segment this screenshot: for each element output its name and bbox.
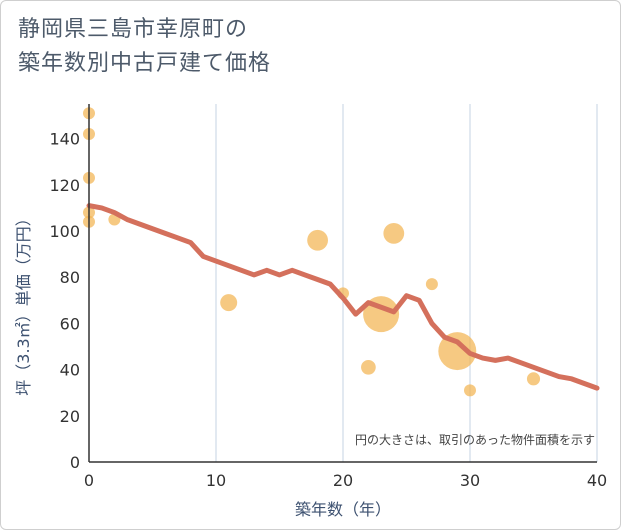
grid-lines [215,104,598,462]
y-tick-label-6: 120 [49,176,80,195]
y-tick-label-0: 0 [70,453,80,472]
y-tick-label-7: 140 [49,130,80,149]
y-tick-label-4: 80 [60,268,80,287]
chart-title-line-2: 築年数別中古戸建て価格 [18,51,272,76]
axes [88,104,597,463]
y-tick-label-1: 20 [60,407,80,426]
y-tick-label-3: 60 [60,314,80,333]
chart-title-line-1: 静岡県三島市幸原町の [18,17,249,42]
x-tick-label-4: 40 [587,471,607,490]
x-tick-label-1: 10 [206,471,226,490]
bubble-point-14 [464,384,476,397]
bubble-point-12 [425,278,438,291]
bubble-point-9 [361,359,376,375]
bubble-point-6 [220,294,238,312]
bubble-point-13 [438,332,477,371]
tick-labels: 0 10 20 30 40 0 20 40 60 80 100 120 140 [49,130,607,490]
y-tick-label-5: 100 [49,222,80,241]
x-tick-label-3: 30 [460,471,480,490]
y-tick-label-2: 40 [60,361,80,380]
bubble-point-11 [383,222,405,244]
bubble-point-15 [526,372,541,386]
chart-title: 静岡県三島市幸原町の 築年数別中古戸建て価格 [18,13,578,81]
x-tick-label-2: 20 [333,471,353,490]
bubble-point-7 [307,229,328,251]
x-tick-label-0: 0 [84,471,94,490]
y-axis-label: 坪（3.3㎡）単価（万円） [14,210,33,395]
x-axis-label: 築年数（年） [295,500,391,519]
trend-line [86,203,600,391]
size-legend-note: 円の大きさは、取引のあった物件面積を示す [355,432,595,447]
